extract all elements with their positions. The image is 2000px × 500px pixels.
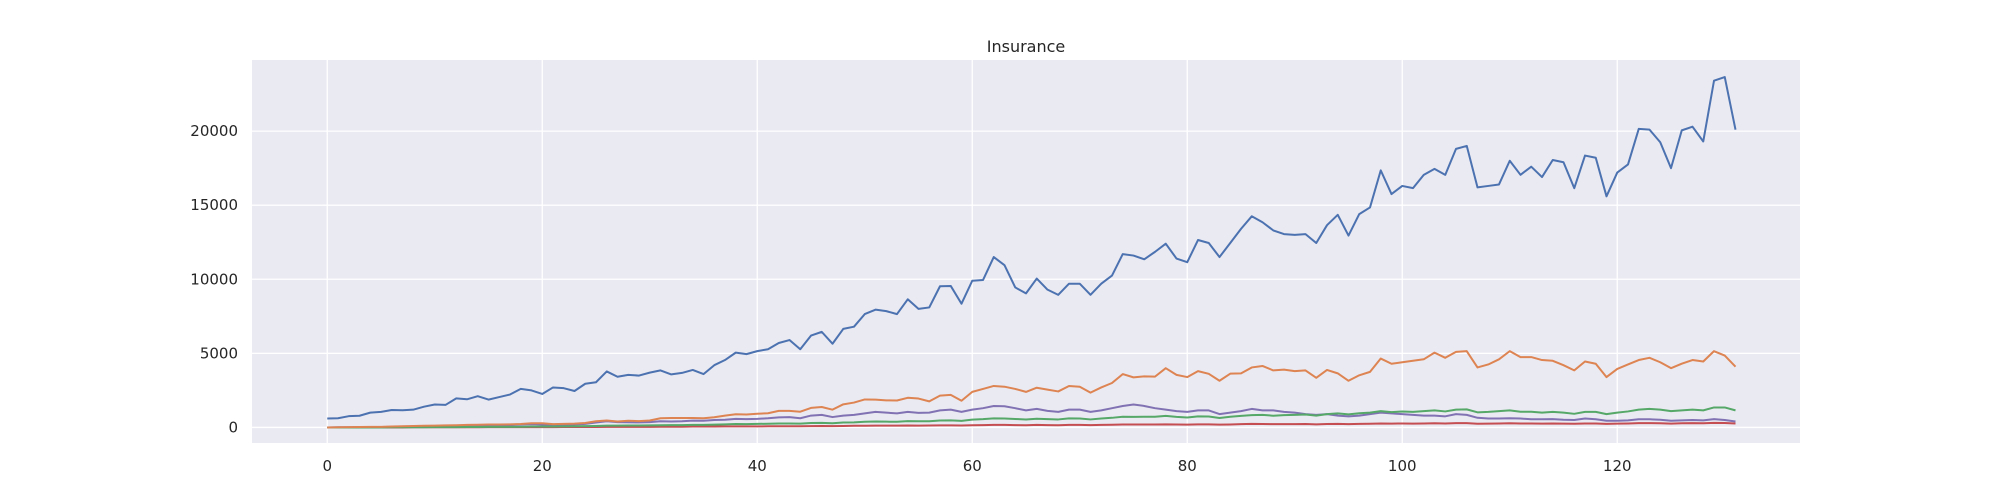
y-tick-label: 10000 xyxy=(190,270,238,288)
y-tick-label: 5000 xyxy=(200,344,238,362)
y-tick-label: 15000 xyxy=(190,196,238,214)
series-layer xyxy=(327,76,1737,429)
plot-background xyxy=(252,60,1800,443)
x-tick-label: 80 xyxy=(1178,457,1197,475)
y-tick-label: 0 xyxy=(228,418,238,436)
x-tick-label: 100 xyxy=(1388,457,1417,475)
series-line-2 xyxy=(327,350,1737,429)
y-axis-ticks: 0 5000 10000 15000 20000 xyxy=(190,122,238,436)
x-axis-ticks: 0 20 40 60 80 100 120 xyxy=(322,457,1631,475)
chart-title: Insurance xyxy=(987,37,1066,56)
x-tick-label: 20 xyxy=(533,457,552,475)
x-tick-label: 0 xyxy=(322,457,332,475)
x-tick-label: 40 xyxy=(748,457,767,475)
x-tick-label: 60 xyxy=(963,457,982,475)
series-line-3 xyxy=(327,406,1736,429)
x-tick-label: 120 xyxy=(1603,457,1632,475)
y-tick-label: 20000 xyxy=(190,122,238,140)
series-line-1 xyxy=(327,76,1737,420)
grid xyxy=(252,60,1800,443)
